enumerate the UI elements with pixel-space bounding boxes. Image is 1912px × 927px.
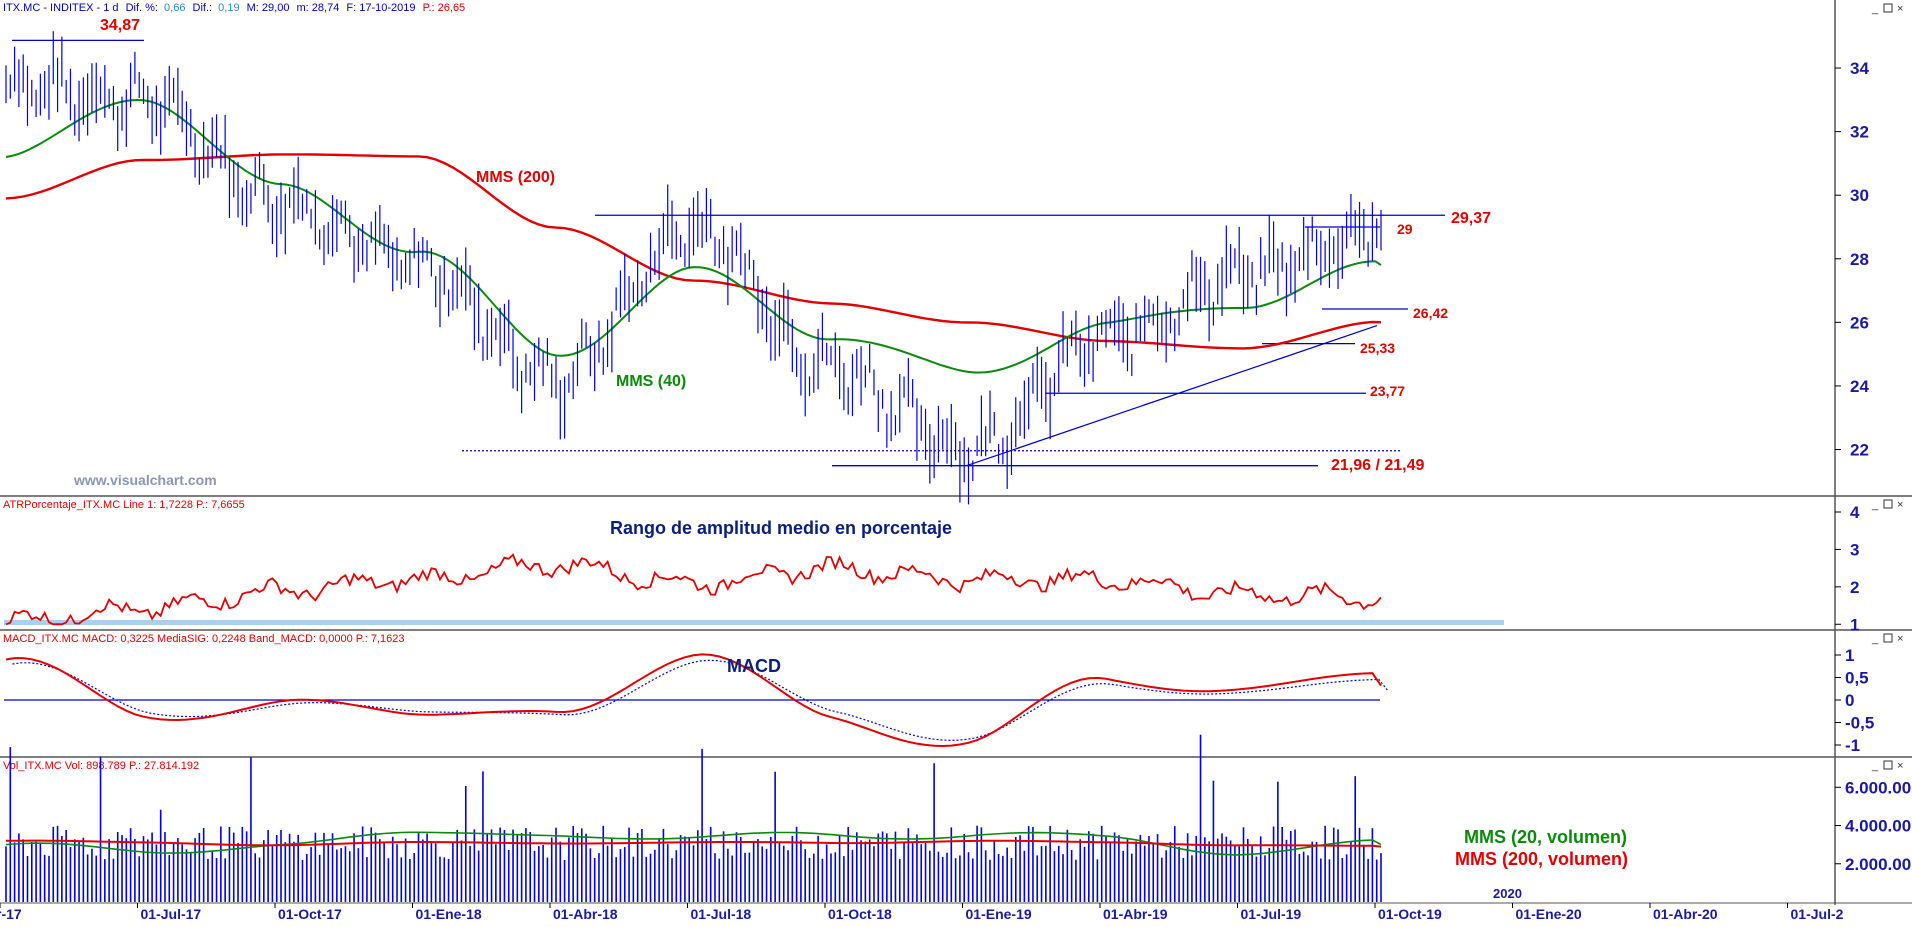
atr-y-label: 2	[1850, 578, 1859, 597]
atr-layer	[4, 553, 1504, 626]
price-bars-layer	[5, 31, 1382, 505]
ma40-layer	[5, 98, 1382, 374]
ma200-layer	[5, 153, 1382, 350]
recent-high-label: 29	[1397, 221, 1413, 237]
atr-title: Rango de amplitud medio en porcentaje	[610, 518, 952, 538]
atr-line	[5, 553, 1382, 626]
macd-title: MACD	[727, 656, 781, 676]
support-label: 21,96 / 21,49	[1331, 457, 1425, 474]
volume-y-label: 2.000.00	[1845, 855, 1911, 874]
ma40-label: MMS (40)	[616, 373, 686, 390]
price-y-label: 22	[1850, 440, 1869, 459]
volume-panel-controls[interactable]: _ ×	[1871, 760, 1903, 772]
x-tick-label: 01-Abr-18	[553, 906, 618, 922]
macd-y-label: -0,5	[1845, 714, 1874, 733]
price-y-label: 30	[1850, 186, 1869, 205]
level-lines	[12, 39, 1445, 467]
header-dif-pct-value: 0,66	[164, 2, 185, 14]
ma200-label: MMS (200)	[476, 169, 555, 186]
x-tick-label: 01-Jul-19	[1241, 906, 1302, 922]
volume-y-label: 4.000.00	[1845, 817, 1911, 836]
header-p: P.: 26,65	[423, 2, 466, 14]
x-tick-label: 01-Jul-17	[141, 906, 202, 922]
close-icon[interactable]: ×	[1897, 499, 1903, 511]
ma200-line	[5, 153, 1382, 350]
macd-layer	[4, 653, 1388, 748]
x-tick-label: 01-Abr-19	[1103, 906, 1168, 922]
header-max: M: 29,00	[247, 2, 290, 14]
trendline	[966, 324, 1378, 467]
close-icon[interactable]: ×	[1897, 3, 1903, 15]
x-tick-label: 01-Oct-19	[1378, 906, 1442, 922]
price-header: ITX.MC - INDITEX - 1 d Dif. %: 0,66 Dif.…	[3, 2, 465, 14]
atr-header: ATRPorcentaje_ITX.MC Line 1: 1,7228 P.: …	[3, 499, 245, 511]
macd-header: MACD_ITX.MC MACD: 0,3225 MediaSIG: 0,224…	[3, 633, 405, 645]
maximize-icon[interactable]	[1883, 760, 1893, 770]
x-tick-label: 01-Ene-18	[416, 906, 482, 922]
vol-ma20-label: MMS (20, volumen)	[1464, 827, 1627, 847]
macd-y-label: -1	[1845, 736, 1860, 755]
price-y-label: 32	[1850, 123, 1869, 142]
x-tick-label: 01-Ene-20	[1516, 906, 1582, 922]
x-tick-label: r-17	[0, 906, 22, 922]
close-icon[interactable]: ×	[1897, 633, 1903, 645]
price-y-label: 34	[1850, 59, 1869, 78]
ma40-line	[5, 98, 1382, 374]
minimize-icon[interactable]: _	[1871, 760, 1879, 772]
macd-y-label: 0,5	[1845, 669, 1869, 688]
maximize-icon[interactable]	[1883, 3, 1893, 13]
atr-baseline-band	[4, 620, 1504, 625]
x-tick-label: 01-Oct-17	[278, 906, 342, 922]
macd-panel-controls[interactable]: _ ×	[1871, 633, 1903, 645]
maximize-icon[interactable]	[1883, 499, 1893, 509]
price-panel-controls[interactable]: _ ×	[1871, 3, 1903, 15]
watermark: www.visualchart.com	[73, 472, 217, 488]
resistance-label: 29,37	[1451, 210, 1491, 227]
macd-line	[5, 653, 1382, 748]
level-2533-label: 25,33	[1360, 340, 1395, 356]
volume-y-label: 6.000.00	[1845, 778, 1911, 797]
header-dif-pct-label: Dif. %:	[126, 2, 158, 14]
atr-y-label: 4	[1850, 503, 1860, 522]
header-min: m: 28,74	[297, 2, 340, 14]
level-2642-label: 26,42	[1413, 305, 1448, 321]
volume-layer	[5, 734, 1382, 902]
x-tick-label: 01-Jul-2	[1791, 906, 1844, 922]
atr-panel-controls[interactable]: _ ×	[1871, 499, 1903, 511]
header-dif-label: Dif.:	[193, 2, 213, 14]
x-tick-label: 01-Oct-18	[828, 906, 892, 922]
price-y-label: 28	[1850, 250, 1869, 269]
macd-signal-line	[12, 659, 1388, 741]
close-icon[interactable]: ×	[1897, 760, 1903, 772]
atr-y-label: 1	[1850, 615, 1859, 634]
level-2377-label: 23,77	[1370, 383, 1405, 399]
price-y-label: 26	[1850, 313, 1869, 332]
x-tick-label: 01-Abr-20	[1653, 906, 1718, 922]
macd-y-label: 1	[1845, 646, 1854, 665]
x-tick-label: 01-Jul-18	[691, 906, 752, 922]
header-dif-value: 0,19	[218, 2, 239, 14]
maximize-icon[interactable]	[1883, 633, 1893, 643]
macd-y-label: 0	[1845, 691, 1854, 710]
vol-ma200-label: MMS (200, volumen)	[1455, 849, 1628, 869]
minimize-icon[interactable]: _	[1871, 633, 1879, 645]
volume-ma200-line	[5, 839, 1382, 848]
minimize-icon[interactable]: _	[1871, 499, 1879, 511]
year-marker: 2020	[1493, 886, 1522, 901]
axis-ticks-layer: 222426283032341234-1-0,500,512.000.004.0…	[0, 59, 1911, 922]
minimize-icon[interactable]: _	[1871, 3, 1879, 15]
header-date: F: 17-10-2019	[346, 2, 415, 14]
x-tick-label: 01-Ene-19	[966, 906, 1032, 922]
high-label: 34,87	[100, 17, 140, 34]
atr-y-label: 3	[1850, 540, 1859, 559]
price-y-label: 24	[1850, 377, 1869, 396]
header-symbol: ITX.MC - INDITEX - 1 d	[3, 2, 119, 14]
